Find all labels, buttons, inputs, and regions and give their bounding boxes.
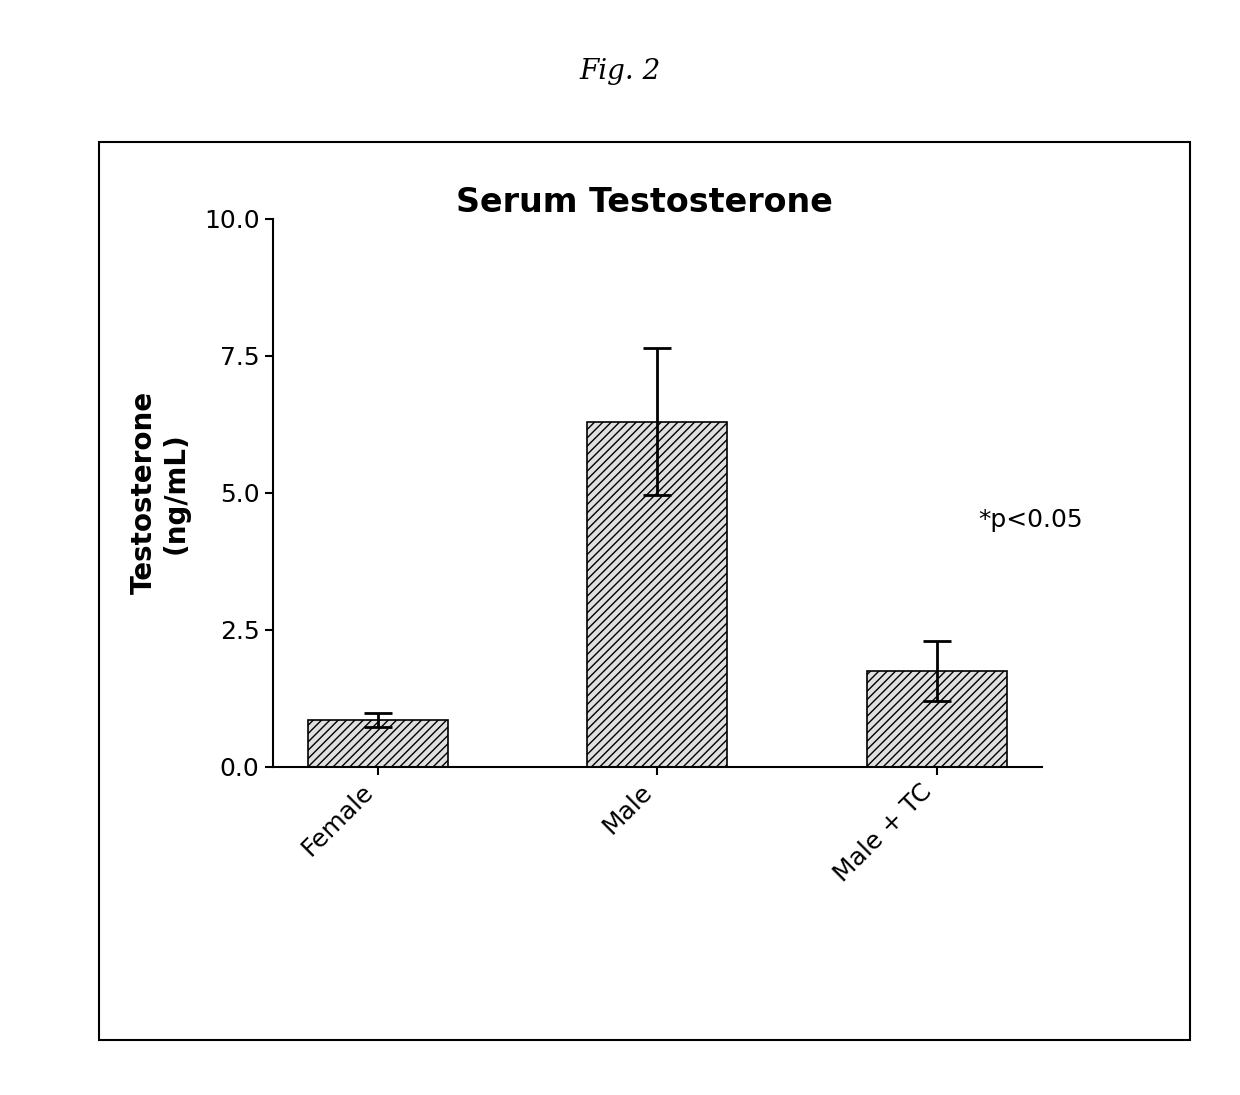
Y-axis label: Testosterone
(ng/mL): Testosterone (ng/mL) xyxy=(130,391,190,595)
Text: Fig. 2: Fig. 2 xyxy=(579,58,661,84)
Bar xyxy=(588,422,727,766)
Text: Serum Testosterone: Serum Testosterone xyxy=(456,186,833,219)
Text: *p<0.05: *p<0.05 xyxy=(978,508,1084,532)
Bar xyxy=(867,670,1007,766)
Bar xyxy=(308,721,448,766)
